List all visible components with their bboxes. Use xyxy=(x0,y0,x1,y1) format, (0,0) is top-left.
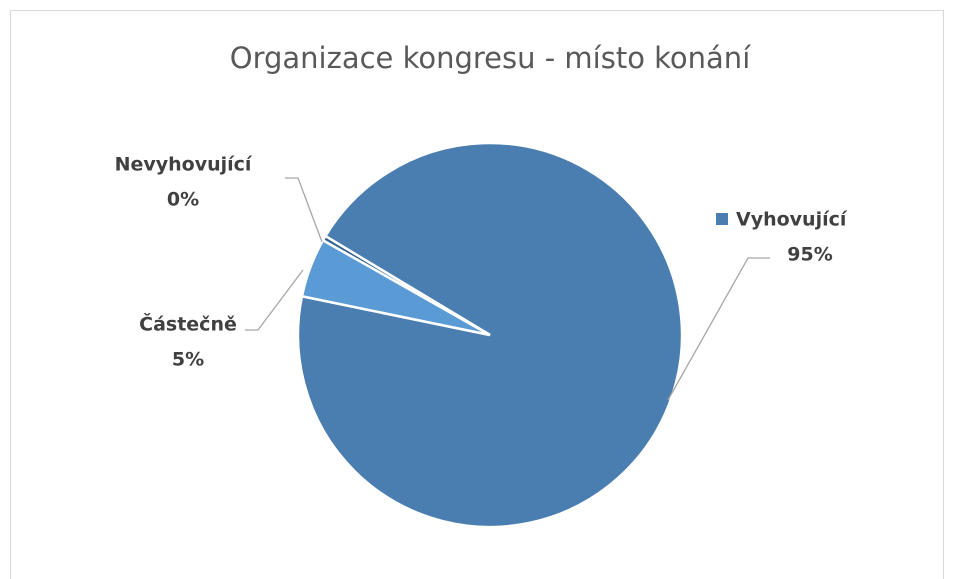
data-label-name: Vyhovující xyxy=(736,209,848,231)
pie-slice xyxy=(321,234,491,337)
leader-line xyxy=(245,269,304,331)
leader-line xyxy=(667,257,770,401)
leader-line xyxy=(285,177,323,243)
data-label-value: 5% xyxy=(172,349,204,371)
legend-marker xyxy=(716,213,728,225)
data-label-name: Částečně xyxy=(139,312,237,336)
chart-title: Organizace kongresu - místo konání xyxy=(230,41,751,75)
data-label-value: 0% xyxy=(167,189,199,211)
data-label-value: 95% xyxy=(787,244,832,266)
data-label-name: Nevyhovující xyxy=(115,154,253,176)
